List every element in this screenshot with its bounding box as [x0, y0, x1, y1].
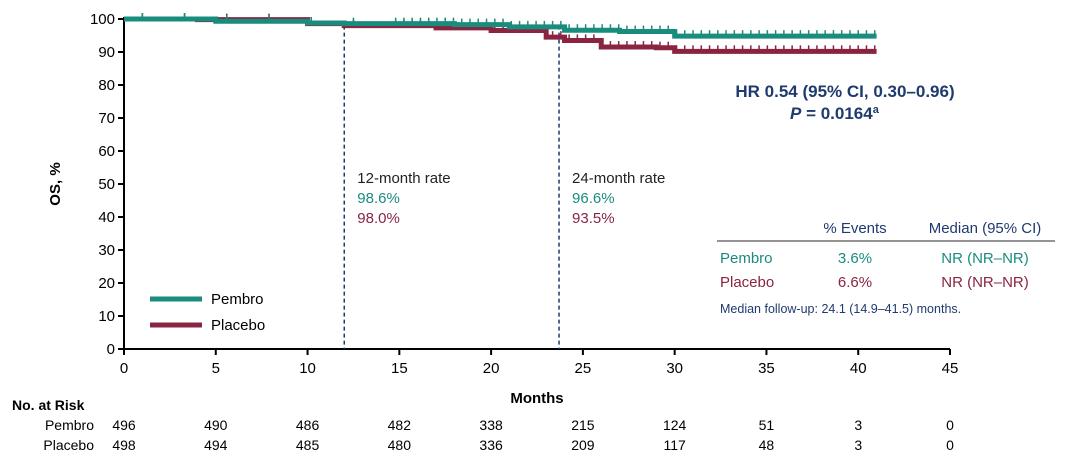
- risk-count: 124: [663, 417, 687, 433]
- risk-row-name: Placebo: [43, 437, 94, 453]
- table-row-median: NR (NR–NR): [941, 250, 1029, 267]
- y-tick-label: 30: [98, 242, 115, 259]
- x-tick-label: 0: [120, 360, 128, 377]
- risk-count: 498: [112, 437, 136, 453]
- risk-row-name: Pembro: [45, 417, 94, 433]
- x-tick-label: 20: [483, 360, 500, 377]
- risk-count: 0: [946, 417, 954, 433]
- table-row-median: NR (NR–NR): [941, 274, 1029, 291]
- risk-count: 0: [946, 437, 954, 453]
- x-axis-label: Months: [510, 390, 563, 407]
- x-tick-label: 10: [299, 360, 316, 377]
- y-tick-label: 80: [98, 77, 115, 94]
- y-tick-label: 90: [98, 44, 115, 61]
- rate-label: 12-month rate: [357, 170, 450, 187]
- y-tick-label: 60: [98, 143, 115, 160]
- risk-count: 338: [479, 417, 503, 433]
- risk-count: 486: [296, 417, 320, 433]
- risk-count: 480: [388, 437, 412, 453]
- legend-label-placebo: Placebo: [211, 317, 265, 334]
- legend-label-pembro: Pembro: [211, 291, 264, 308]
- placebo-rate: 98.0%: [357, 210, 400, 227]
- risk-count: 117: [664, 437, 687, 453]
- risk-count: 496: [112, 417, 136, 433]
- hazard-ratio: HR 0.54 (95% CI, 0.30–0.96): [735, 82, 954, 101]
- risk-count: 51: [759, 417, 775, 433]
- pembro-rate: 96.6%: [572, 190, 615, 207]
- x-tick-label: 40: [850, 360, 867, 377]
- x-tick-label: 35: [758, 360, 775, 377]
- risk-count: 485: [296, 437, 320, 453]
- y-tick-label: 40: [98, 209, 115, 226]
- risk-count: 48: [759, 437, 775, 453]
- x-tick-label: 30: [666, 360, 683, 377]
- y-tick-label: 70: [98, 110, 115, 127]
- risk-count: 3: [854, 437, 862, 453]
- table-row-events: 3.6%: [838, 250, 872, 267]
- risk-count: 215: [571, 417, 595, 433]
- placebo-rate: 93.5%: [572, 210, 615, 227]
- table-row-name: Pembro: [720, 250, 773, 267]
- risk-table-title: No. at Risk: [12, 397, 85, 413]
- x-tick-label: 15: [391, 360, 408, 377]
- rate-label: 24-month rate: [572, 170, 665, 187]
- survival-curve-pembro: [124, 16, 877, 39]
- y-axis-label: OS, %: [47, 162, 64, 205]
- risk-count: 482: [388, 417, 412, 433]
- table-row-events: 6.6%: [838, 274, 872, 291]
- risk-count: 490: [204, 417, 228, 433]
- p-value: P = 0.0164a: [790, 104, 880, 123]
- table-header-median: Median (95% CI): [929, 220, 1042, 237]
- risk-count: 336: [479, 437, 503, 453]
- risk-count: 3: [854, 417, 862, 433]
- x-tick-label: 25: [575, 360, 592, 377]
- y-tick-label: 20: [98, 275, 115, 292]
- y-tick-label: 10: [98, 308, 115, 325]
- x-tick-label: 5: [212, 360, 220, 377]
- y-tick-label: 0: [107, 341, 115, 358]
- risk-count: 209: [571, 437, 595, 453]
- risk-count: 494: [204, 437, 228, 453]
- follow-up-note: Median follow-up: 24.1 (14.9–41.5) month…: [720, 302, 961, 316]
- table-header-events: % Events: [823, 220, 886, 237]
- table-row-name: Placebo: [720, 274, 774, 291]
- y-tick-label: 100: [90, 11, 115, 28]
- y-tick-label: 50: [98, 176, 115, 193]
- x-tick-label: 45: [942, 360, 959, 377]
- pembro-rate: 98.6%: [357, 190, 400, 207]
